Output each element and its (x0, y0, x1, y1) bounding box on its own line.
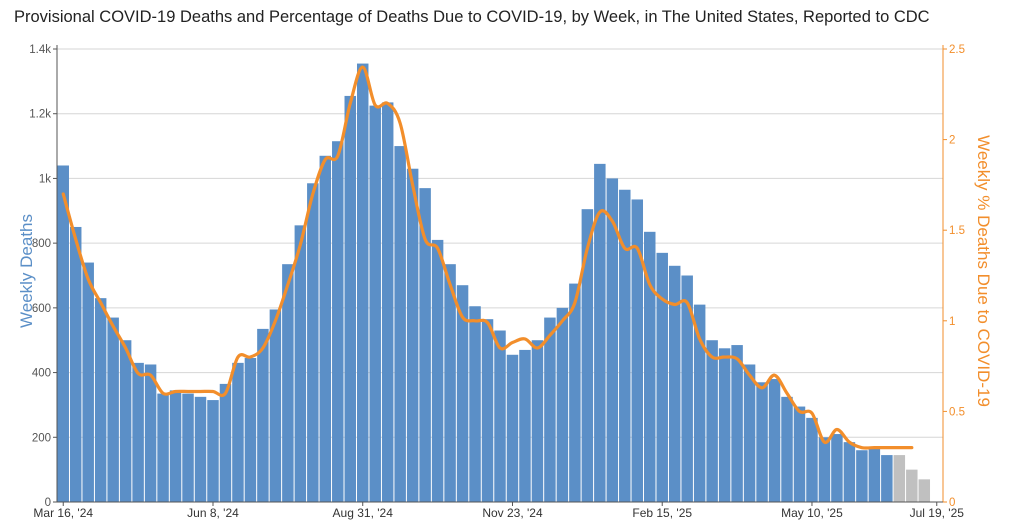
bar (307, 183, 319, 502)
bar (169, 390, 182, 502)
bar (619, 189, 631, 502)
bar (519, 349, 531, 502)
bar (332, 141, 344, 503)
bar (144, 364, 157, 502)
bar (394, 146, 406, 503)
y-left-tick-label: 200 (32, 432, 51, 444)
y-right-tick-label: 0 (949, 497, 955, 509)
bar (294, 225, 307, 502)
y-left-tick-label: 1k (39, 173, 51, 185)
bar (481, 319, 494, 502)
y-axis-left-label: Weekly Deaths (17, 214, 36, 328)
bar (107, 317, 119, 502)
bar (544, 317, 556, 502)
x-tick-label: Jul 19, '25 (910, 506, 965, 520)
bar (319, 155, 332, 502)
bar (194, 396, 207, 502)
bar (818, 437, 831, 502)
x-tick-label: Nov 23, '24 (482, 506, 543, 520)
bar (893, 455, 906, 502)
bar (668, 265, 681, 502)
bar (881, 455, 893, 502)
y-left-tick-label: 600 (32, 303, 51, 315)
bar (282, 264, 294, 502)
bar (606, 178, 619, 502)
bar (868, 448, 881, 502)
bar (806, 417, 818, 502)
bar (369, 105, 381, 502)
bar (157, 393, 169, 502)
bar (381, 102, 394, 502)
bar (768, 379, 781, 502)
bar (793, 406, 806, 502)
bar (444, 264, 456, 502)
axes: 0 200 400 600 800 1k 1.2k 1.4k 0 0.5 1 1.5 2 2.5 Mar 1… (29, 44, 965, 520)
line-percent-deaths (61, 65, 914, 450)
x-tick-label: Feb 15, '25 (632, 506, 692, 520)
bar (257, 328, 269, 502)
bar (406, 168, 419, 502)
bars-weekly-deaths (57, 63, 931, 503)
bar (207, 400, 219, 502)
x-tick-label: May 10, '25 (781, 506, 843, 520)
y-left-tick-label: 0 (45, 497, 51, 509)
bar (119, 340, 132, 502)
y-left-tick-label: 400 (32, 368, 51, 380)
bar (831, 434, 843, 502)
bar (94, 298, 107, 502)
bar (856, 450, 868, 502)
y-left-tick-label: 800 (32, 238, 51, 250)
x-tick-label: Jun 8, '24 (187, 506, 239, 520)
bar (356, 63, 369, 502)
y-right-tick-label: 1.5 (949, 225, 965, 237)
bar (781, 396, 793, 502)
bar (57, 165, 69, 502)
x-tick-label: Mar 16, '24 (33, 506, 93, 520)
bar (906, 469, 918, 502)
bar (531, 340, 544, 502)
bar (581, 209, 594, 503)
bar (494, 330, 506, 502)
bar (843, 442, 856, 502)
bar (681, 275, 693, 502)
bar (918, 479, 931, 502)
bar (506, 354, 519, 502)
bar (569, 283, 581, 502)
x-tick-label: Aug 31, '24 (333, 506, 394, 520)
bar (718, 348, 731, 502)
bar (431, 239, 444, 502)
bar (344, 95, 356, 503)
bar (594, 163, 606, 502)
bar (556, 307, 569, 502)
bar (182, 393, 194, 502)
bar (219, 383, 232, 502)
bar (244, 358, 257, 502)
bar (731, 345, 743, 502)
bar (756, 382, 768, 502)
y-right-tick-label: 2.5 (949, 44, 965, 56)
y-right-tick-label: 2 (949, 135, 955, 147)
y-left-tick-label: 1.2k (29, 109, 51, 121)
y-axis-right-label: Weekly % Deaths Due to COVID-19 (974, 135, 993, 407)
bar (469, 306, 481, 502)
bar (631, 199, 644, 503)
chart-title: Provisional COVID-19 Deaths and Percenta… (14, 8, 930, 26)
bar (419, 188, 431, 502)
bar (656, 252, 668, 502)
bar (269, 309, 282, 502)
percent-deaths-line (61, 65, 914, 450)
y-right-tick-label: 1 (949, 316, 955, 328)
bar (232, 362, 244, 502)
bar (69, 226, 82, 502)
bar (132, 362, 144, 502)
bar (644, 231, 656, 502)
bar (693, 304, 706, 502)
bar (706, 340, 718, 502)
bar (743, 364, 756, 502)
y-left-tick-label: 1.4k (29, 44, 51, 56)
bar (82, 262, 94, 502)
y-right-tick-label: 0.5 (949, 406, 965, 418)
bar (456, 285, 469, 502)
